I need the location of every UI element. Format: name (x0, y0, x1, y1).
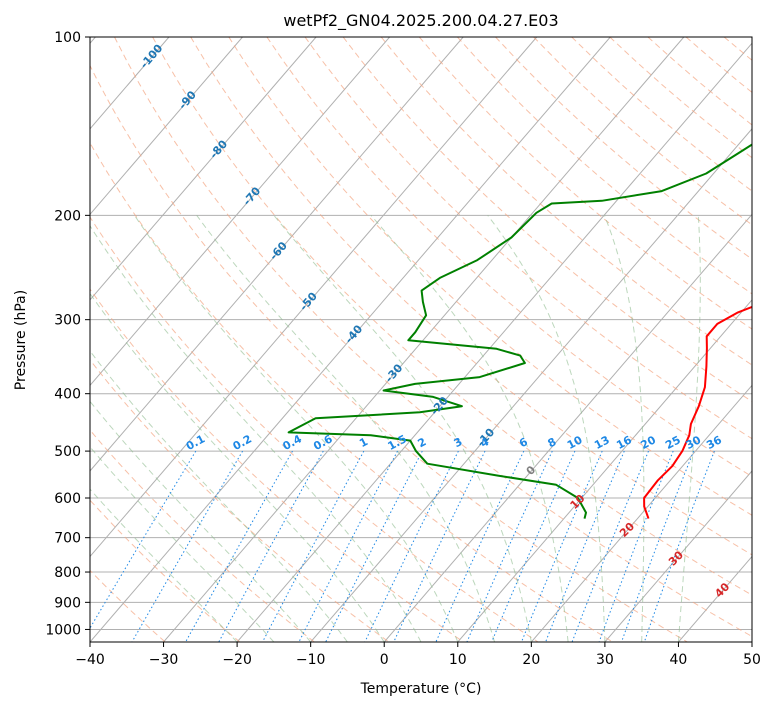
dry-adiabat (114, 37, 752, 638)
mixing-ratio-line (218, 450, 324, 642)
mixing-ratio-label: 13 (592, 433, 612, 452)
dry-adiabat (342, 37, 752, 403)
isotherm-gridline (751, 641, 752, 642)
moist-adiabat (370, 214, 569, 642)
isotherm-gridline (236, 42, 752, 642)
mixing-ratio-label: 16 (614, 433, 634, 452)
grid-layer (90, 37, 752, 642)
x-tick-label: 30 (596, 652, 614, 668)
moist-adiabat (134, 215, 459, 642)
isotherm-gridline (163, 37, 685, 642)
isotherm-gridline (90, 37, 538, 558)
moist-adiabat (90, 292, 385, 642)
isotherm-gridline (383, 213, 752, 642)
chart-title: wetPf2_GN04.2025.200.04.27.E03 (283, 11, 558, 31)
moist-adiabat (487, 215, 606, 642)
mixing-ratio-label: 25 (663, 433, 683, 452)
dry-adiabat (90, 429, 315, 642)
y-tick-label: 300 (54, 313, 81, 329)
x-tick-label: −40 (75, 652, 105, 668)
mixing-ratio-label: 36 (704, 433, 724, 452)
y-tick-label: 600 (54, 491, 81, 507)
mixing-ratio-line (298, 450, 398, 642)
mixing-ratio-line (598, 450, 674, 642)
mixing-ratio-label: 10 (565, 433, 585, 452)
y-tick-label: 200 (54, 208, 81, 224)
mixing-ratio-line (621, 450, 695, 642)
mixing-ratio-line (262, 450, 365, 642)
x-tick-label: −20 (222, 652, 252, 668)
isotherm-gridline (310, 128, 752, 642)
plot-area (90, 37, 752, 642)
dry-adiabat (90, 64, 688, 642)
x-tick-label: 50 (743, 652, 761, 668)
y-tick-label: 800 (54, 565, 81, 581)
isotherm-gridline (530, 384, 752, 642)
dry-adiabat (152, 37, 752, 596)
moist-adiabat (90, 400, 312, 642)
isotherm-gridline (90, 37, 243, 216)
dry-adiabat (380, 37, 752, 366)
mixing-ratio-line (545, 450, 625, 642)
y-tick-label: 400 (54, 387, 81, 403)
isotherm-gridline (90, 37, 464, 472)
y-tick-label: 1000 (45, 622, 81, 638)
x-tick-label: 20 (522, 652, 540, 668)
dry-adiabat (304, 37, 752, 440)
isotherm-gridline (90, 37, 317, 301)
mixing-ratio-line (643, 450, 715, 642)
moist-adiabat (90, 446, 275, 642)
mixing-ratio-label: 30 (684, 433, 704, 452)
dewpoint-profile-line (287, 143, 752, 519)
y-tick-label: 500 (54, 444, 81, 460)
mixing-ratio-line (571, 450, 649, 642)
x-tick-label: −30 (149, 652, 179, 668)
series-layer (287, 143, 752, 519)
mixing-ratio-line (325, 450, 423, 642)
x-axis-label: Temperature (°C) (360, 681, 482, 697)
isotherm-gridline (90, 37, 391, 387)
moist-adiabat (90, 488, 238, 642)
y-tick-label: 100 (54, 30, 81, 46)
y-tick-label: 900 (54, 595, 81, 611)
dry-adiabat (418, 37, 752, 330)
isotherm-gridline (457, 299, 752, 642)
y-axis: 100 200 300 400 500 600 700 800 900 1000 (45, 30, 90, 638)
mixing-ratio-line (393, 450, 486, 642)
x-tick-label: 10 (449, 652, 467, 668)
x-tick-label: −10 (296, 652, 326, 668)
mixing-ratio-label: 20 (638, 433, 658, 452)
x-tick-label: 0 (380, 652, 389, 668)
moist-adiabat (196, 215, 496, 642)
dry-adiabat (90, 569, 166, 642)
dry-adiabat (90, 142, 613, 642)
y-tick-label: 700 (54, 531, 81, 547)
temperature-profile-line (643, 305, 752, 519)
y-axis-label: Pressure (hPa) (13, 290, 29, 390)
mixing-ratio-line (185, 450, 293, 642)
plot-frame (89, 36, 753, 643)
moist-adiabat (273, 214, 532, 642)
moist-adiabat (90, 224, 422, 642)
x-tick-label: 40 (670, 652, 688, 668)
mixing-ratio-line (364, 450, 459, 642)
dry-adiabat (90, 499, 241, 642)
isotherm-gridline (604, 470, 752, 642)
dry-adiabat (90, 216, 539, 642)
x-axis: −40 −30 −20 −10 0 10 20 30 40 50 (75, 642, 761, 668)
mixing-ratio-line (435, 450, 525, 642)
moist-adiabat (677, 215, 701, 642)
